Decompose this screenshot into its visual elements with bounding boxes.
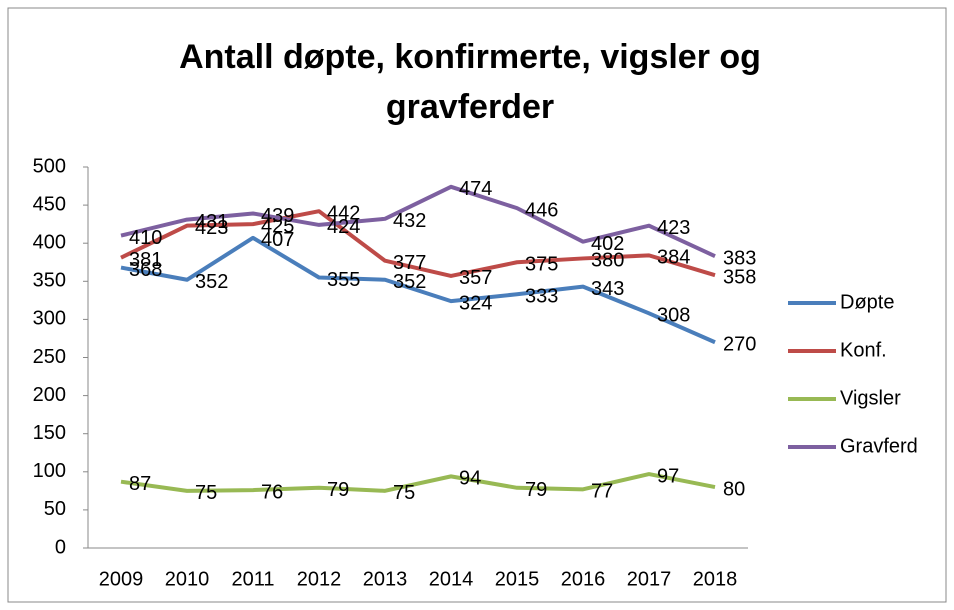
y-tick-label: 450	[33, 193, 66, 215]
y-tick-label: 400	[33, 231, 66, 253]
data-label: 424	[327, 216, 360, 238]
x-tick-label: 2012	[297, 568, 342, 590]
data-label: 474	[459, 178, 492, 200]
data-label: 357	[459, 267, 492, 289]
data-label: 80	[723, 478, 745, 500]
legend-label: Døpte	[840, 291, 894, 313]
series-line	[120, 184, 716, 258]
data-label: 333	[525, 286, 558, 308]
data-label: 446	[525, 199, 558, 221]
legend-label: Gravferd	[840, 435, 918, 457]
data-label: 352	[393, 271, 426, 293]
data-label: 432	[393, 210, 426, 232]
x-tick-label: 2015	[495, 568, 540, 590]
data-label: 343	[591, 278, 624, 300]
data-label: 75	[393, 482, 415, 504]
data-label: 324	[459, 292, 492, 314]
series-line	[120, 472, 716, 493]
data-label: 270	[723, 334, 756, 356]
y-tick-label: 500	[33, 155, 66, 177]
data-label: 75	[195, 482, 217, 504]
data-label: 402	[591, 233, 624, 255]
data-label: 308	[657, 305, 690, 327]
data-label: 380	[591, 250, 624, 272]
data-label: 407	[261, 229, 294, 251]
data-label: 79	[525, 479, 547, 501]
y-tick-label: 250	[33, 346, 66, 368]
x-tick-label: 2009	[99, 568, 144, 590]
series-line	[120, 209, 716, 278]
data-label: 77	[591, 481, 613, 503]
data-label: 375	[525, 254, 558, 276]
data-label: 377	[393, 252, 426, 274]
data-label: 383	[723, 247, 756, 269]
data-label: 423	[195, 217, 228, 239]
data-label: 442	[327, 202, 360, 224]
y-tick-label: 150	[33, 422, 66, 444]
y-tick-label: 200	[33, 384, 66, 406]
data-label: 431	[195, 211, 228, 233]
data-label: 355	[327, 269, 360, 291]
data-label: 358	[723, 266, 756, 288]
x-tick-label: 2013	[363, 568, 408, 590]
legend-label: Vigsler	[840, 387, 901, 409]
y-tick-label: 50	[44, 498, 66, 520]
x-tick-label: 2017	[627, 568, 672, 590]
y-tick-label: 0	[55, 536, 66, 558]
data-label: 352	[195, 271, 228, 293]
y-tick-label: 300	[33, 308, 66, 330]
data-label: 97	[657, 465, 679, 487]
x-tick-label: 2018	[693, 568, 738, 590]
data-label: 76	[261, 481, 283, 503]
data-label: 87	[129, 473, 151, 495]
y-tick-label: 350	[33, 270, 66, 292]
data-label: 384	[657, 247, 690, 269]
x-tick-label: 2014	[429, 568, 474, 590]
x-tick-label: 2016	[561, 568, 606, 590]
data-label: 439	[261, 205, 294, 227]
legend-label: Konf.	[840, 339, 887, 361]
x-tick-label: 2011	[231, 568, 274, 590]
x-tick-label: 2010	[165, 568, 210, 590]
data-label: 368	[129, 259, 162, 281]
y-tick-label: 100	[33, 460, 66, 482]
data-label: 79	[327, 479, 349, 501]
data-label: 410	[129, 227, 162, 249]
series-line	[120, 235, 716, 345]
data-label: 423	[657, 217, 690, 239]
data-label: 381	[129, 249, 162, 271]
data-label: 94	[459, 468, 481, 490]
chart-title: Antall døpte, konfirmerte, vigsler og gr…	[179, 38, 761, 126]
